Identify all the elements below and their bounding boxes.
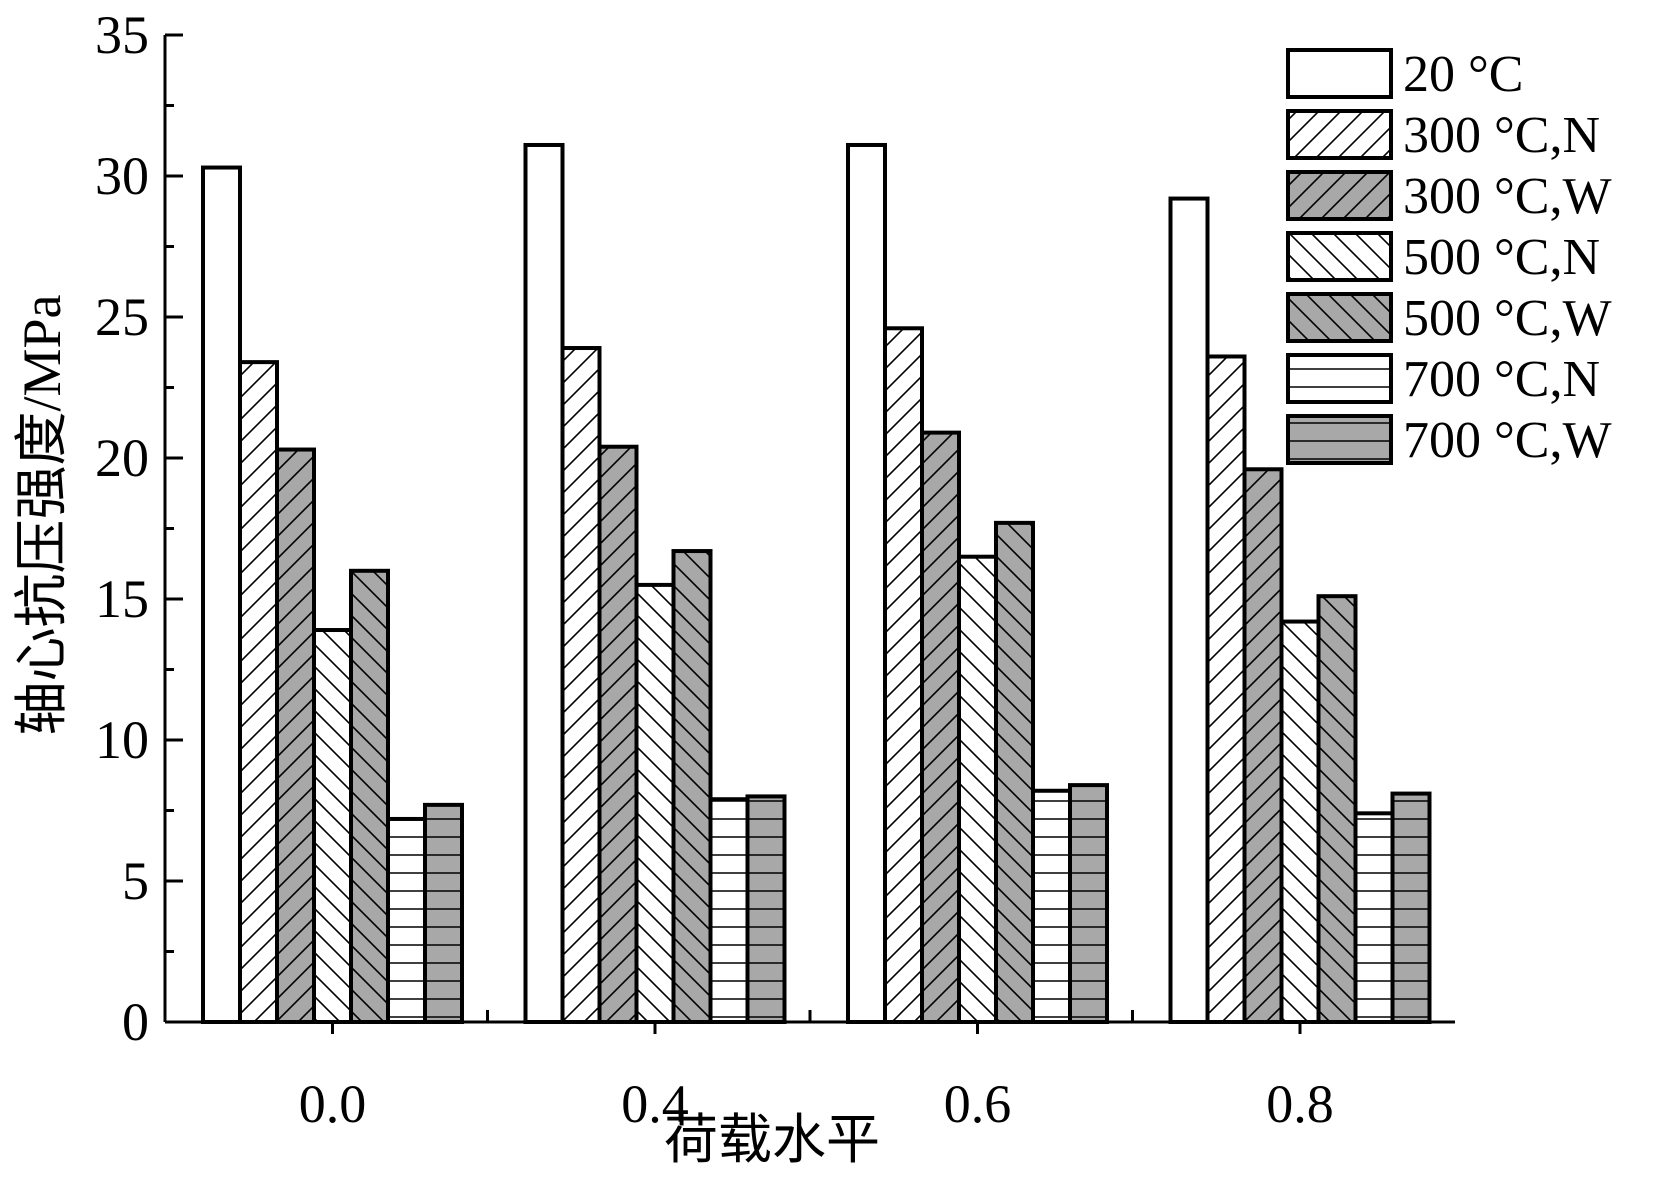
bar-hatch-5-3 <box>1355 813 1393 1022</box>
y-tick-label-25: 25 <box>95 287 149 347</box>
bar-hatch-2-3 <box>1244 469 1282 1022</box>
bar-hatch-3-3 <box>1281 621 1319 1022</box>
y-tick-label-20: 20 <box>95 428 149 488</box>
legend-swatch-0 <box>1286 48 1393 99</box>
legend-label-4: 500 °C,W <box>1403 290 1612 347</box>
y-tick-label-0: 0 <box>122 992 149 1052</box>
x-tick-label-0.4: 0.4 <box>621 1074 689 1134</box>
bar-hatch-6-1 <box>747 796 785 1022</box>
legend-swatch-hatch-2 <box>1288 172 1391 219</box>
bar-hatch-1-2 <box>885 328 922 1022</box>
bar-hatch-4-3 <box>1318 596 1356 1022</box>
legend-swatch-hatch-4 <box>1288 294 1391 341</box>
y-tick-label-10: 10 <box>95 710 149 770</box>
legend-swatch-bg-0 <box>1288 50 1391 97</box>
legend-label-0: 20 °C <box>1403 46 1523 103</box>
bar-hatch-4-0 <box>351 570 388 1022</box>
bar-bg-0-0 <box>203 167 240 1023</box>
legend-swatch-1 <box>1286 109 1393 160</box>
x-tick-label-0.0: 0.0 <box>299 1074 367 1134</box>
legend-swatch-hatch-1 <box>1288 111 1391 158</box>
x-tick-label-0.6: 0.6 <box>944 1074 1012 1134</box>
y-tick-label-30: 30 <box>95 146 149 206</box>
bar-hatch-3-0 <box>314 630 351 1022</box>
plot-area <box>201 142 1432 1025</box>
x-axis-title: 荷载水平 <box>664 1110 880 1170</box>
legend-swatch-3 <box>1286 231 1393 282</box>
axes: 0 5 10 15 20 25 30 35 0.0 0.4 0.6 0.8 <box>95 5 1455 1134</box>
y-tick-label-35: 35 <box>95 5 149 65</box>
bar-bg-0-2 <box>848 144 885 1023</box>
legend-label-5: 700 °C,N <box>1403 351 1600 408</box>
bar-hatch-1-1 <box>562 348 600 1022</box>
bar-hatch-5-1 <box>710 799 748 1022</box>
bar-hatch-5-2 <box>1033 790 1070 1022</box>
bar-hatch-3-1 <box>636 584 674 1022</box>
bar-bg-0-3 <box>1170 198 1208 1022</box>
bar-hatch-6-3 <box>1392 793 1430 1022</box>
legend-swatch-4 <box>1286 292 1393 343</box>
bar-hatch-4-2 <box>996 522 1033 1022</box>
legend-label-3: 500 °C,N <box>1403 229 1600 286</box>
y-axis-title: 轴心抗压强度/MPa <box>12 294 72 735</box>
bar-hatch-3-2 <box>959 556 996 1022</box>
legend-label-2: 300 °C,W <box>1403 168 1612 225</box>
bar-hatch-2-1 <box>599 446 637 1023</box>
legend-swatch-2 <box>1286 170 1393 221</box>
bar-hatch-5-0 <box>388 818 425 1022</box>
bar-hatch-6-0 <box>425 804 462 1022</box>
legend-label-6: 700 °C,W <box>1403 412 1612 469</box>
x-tick-label-0.8: 0.8 <box>1266 1074 1334 1134</box>
legend-swatch-6 <box>1286 414 1393 465</box>
y-tick-label-15: 15 <box>95 569 149 629</box>
y-tick-label-5: 5 <box>122 851 149 911</box>
legend-swatch-5 <box>1286 353 1393 404</box>
legend-swatch-hatch-3 <box>1288 233 1391 280</box>
bar-hatch-1-3 <box>1207 356 1245 1023</box>
legend-label-1: 300 °C,N <box>1403 107 1600 164</box>
bar-hatch-4-1 <box>673 551 711 1022</box>
bar-hatch-6-2 <box>1070 785 1107 1022</box>
bar-bg-0-1 <box>525 144 563 1023</box>
legend-swatch-hatch-6 <box>1288 416 1391 463</box>
bar-hatch-2-2 <box>922 432 959 1022</box>
bar-hatch-2-0 <box>277 449 314 1022</box>
legend-swatch-hatch-5 <box>1288 355 1391 402</box>
bar-hatch-1-0 <box>240 362 277 1022</box>
